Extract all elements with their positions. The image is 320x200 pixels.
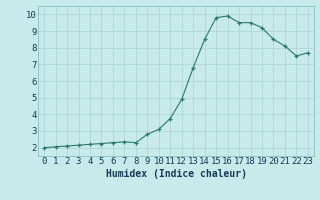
- X-axis label: Humidex (Indice chaleur): Humidex (Indice chaleur): [106, 169, 246, 179]
